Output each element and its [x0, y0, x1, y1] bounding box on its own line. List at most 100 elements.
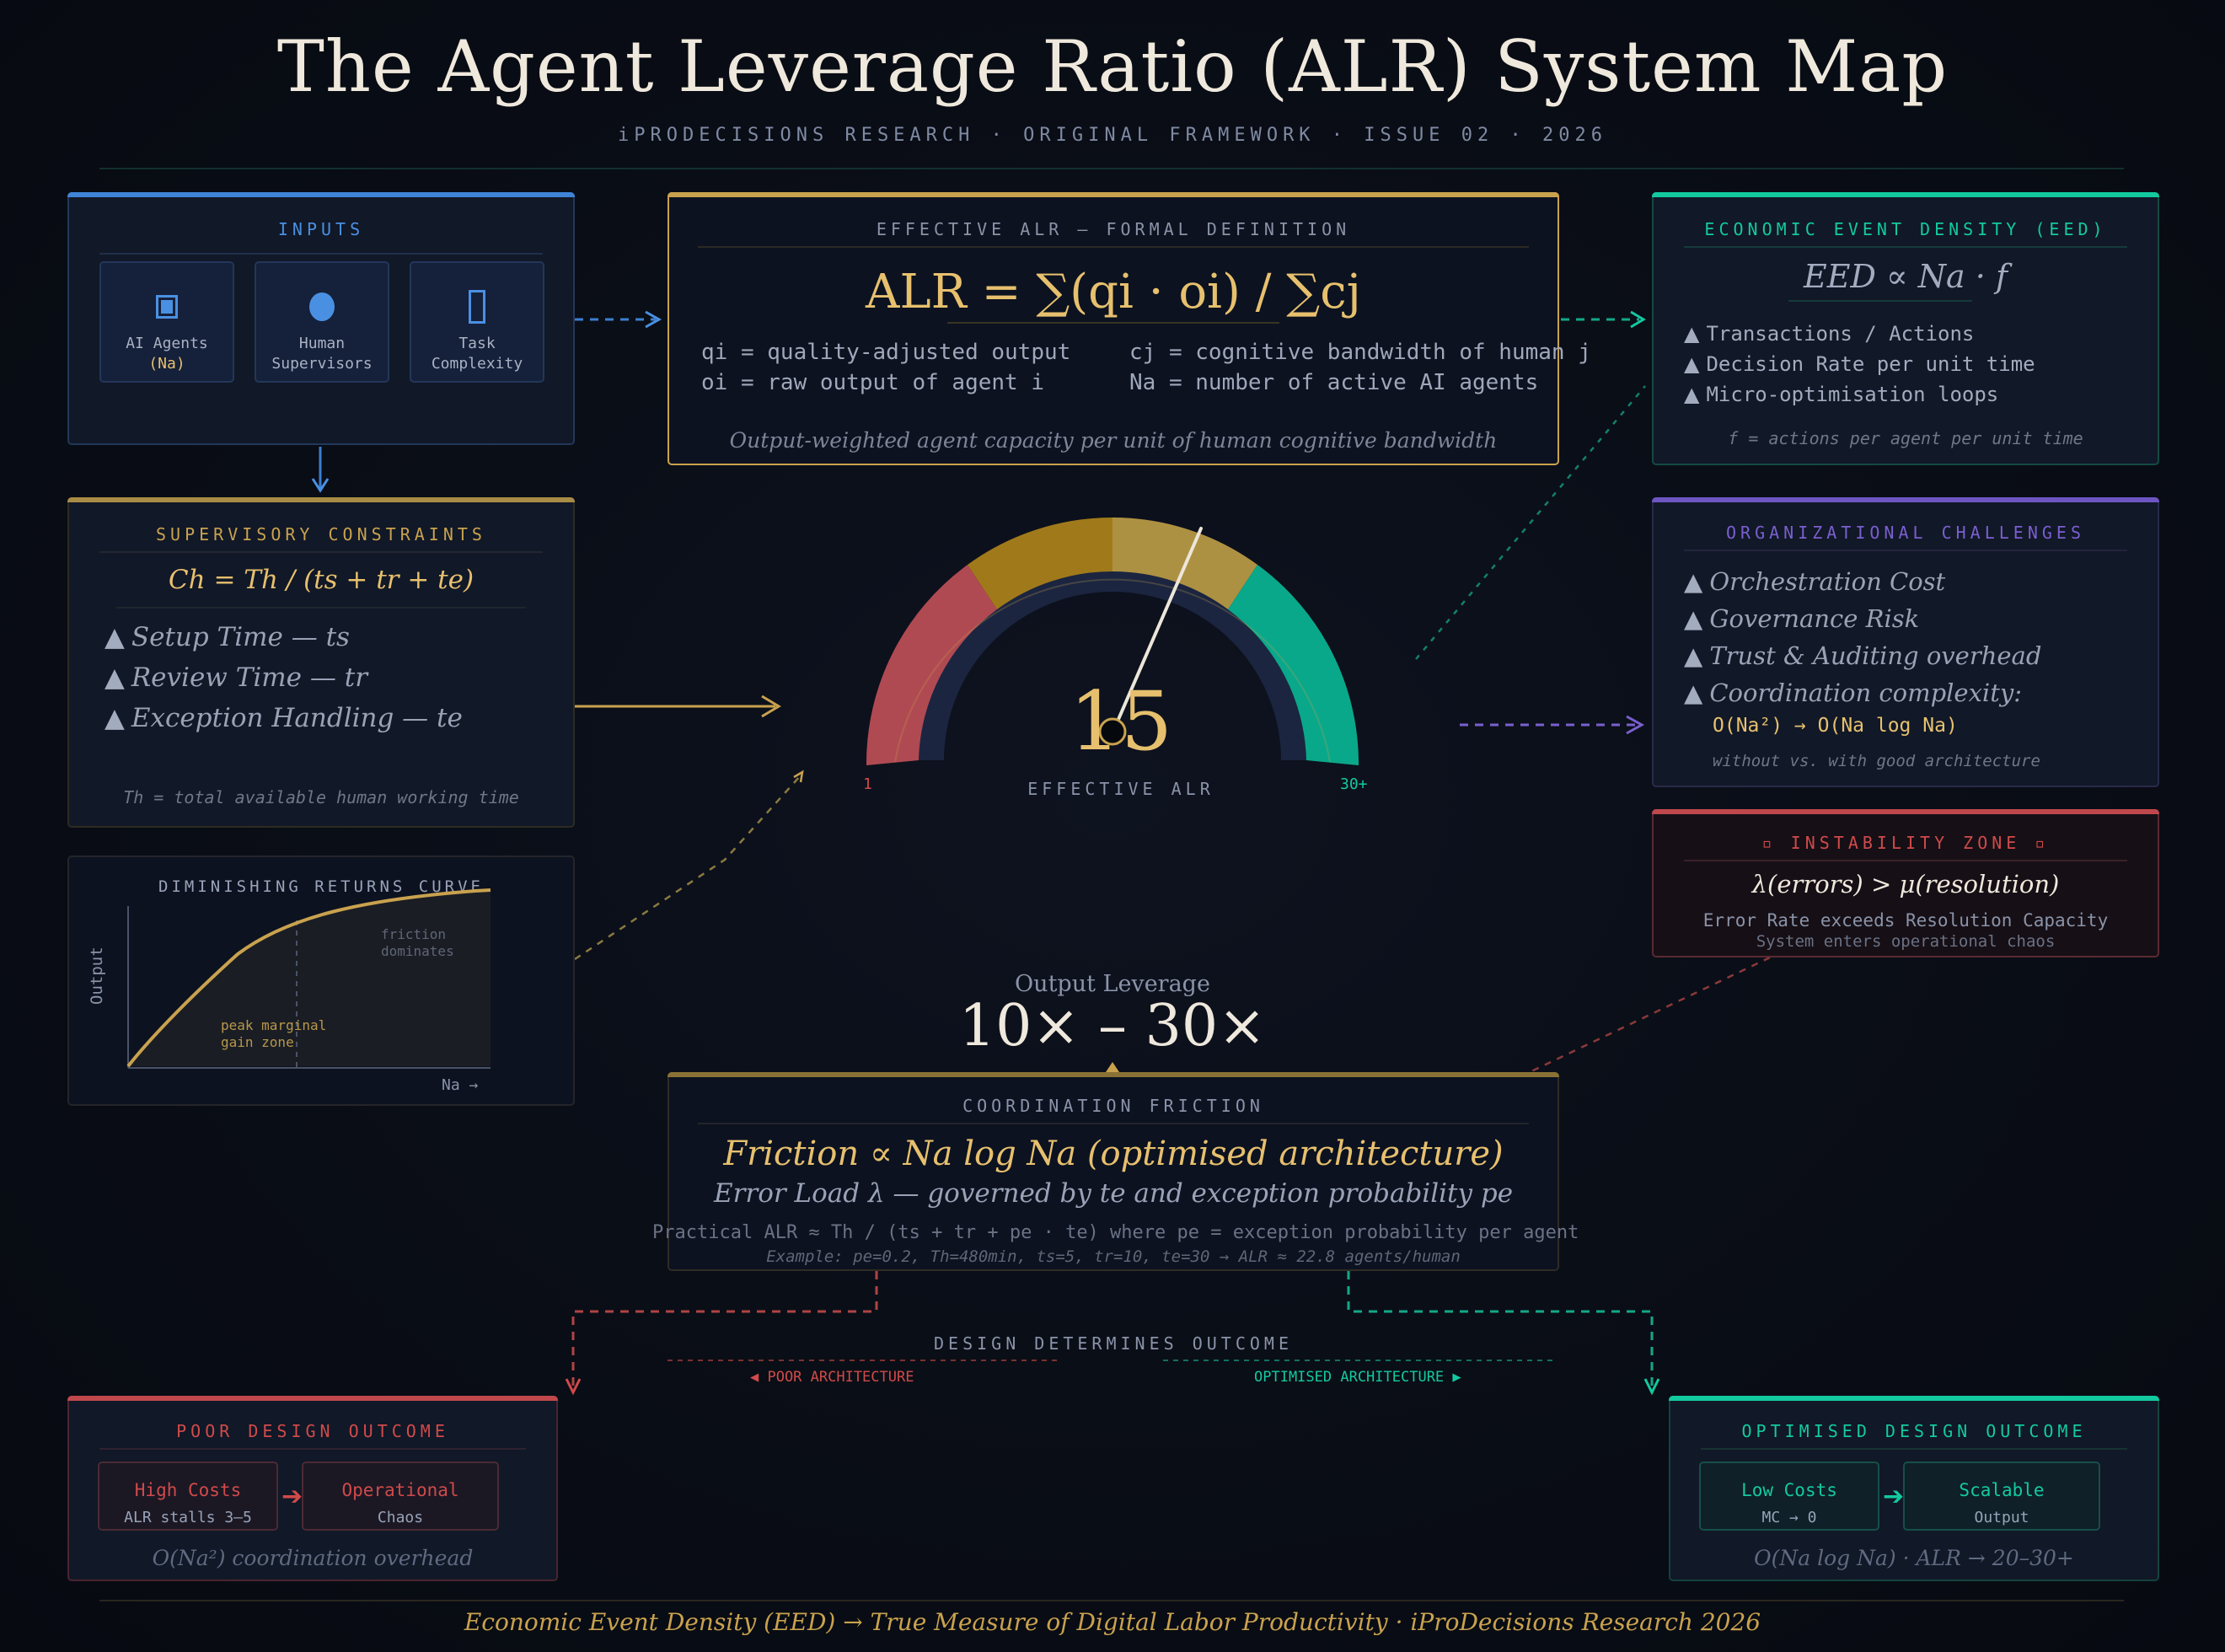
optimised-outcome-panel: OPTIMISED DESIGN OUTCOME Low Costs MC → … [1669, 1396, 2159, 1581]
chart-annotation-peak: peak marginal gain zone [221, 1017, 327, 1050]
alr-formula: ALR = ∑(qi · oi) / ∑cj [866, 265, 1361, 319]
definition-accent-bar [668, 192, 1559, 197]
eed-accent-bar [1652, 192, 2159, 197]
inputs-accent-bar [67, 192, 575, 197]
task-rect-icon [411, 288, 543, 325]
formal-definition-panel: EFFECTIVE ALR — FORMAL DEFINITION ALR = … [668, 192, 1591, 465]
list-item: ▲ Coordination complexity: [1684, 678, 2023, 707]
chip-sublabel: Output [1974, 1509, 2029, 1526]
triangle-icon: ▲ [1684, 641, 1703, 670]
inputs-title: INPUTS [277, 219, 365, 239]
list-item: ▲ Setup Time — ts [105, 622, 350, 652]
chip-high-costs: High Costs ALR stalls 3–5 [98, 1462, 278, 1531]
triangle-icon: ▲ [105, 703, 125, 733]
chip-operational-chaos: Operational Chaos [302, 1462, 499, 1531]
arrow-right-icon: ➔ [281, 1482, 303, 1511]
triangle-icon: ▲ [1684, 352, 1700, 376]
chip-sublabel: ALR stalls 3–5 [124, 1509, 252, 1526]
input-card-ai-agents[interactable]: AI Agents (Na) [99, 261, 234, 383]
chip-low-costs: Low Costs MC → 0 [1699, 1462, 1879, 1531]
coordination-accent-bar [668, 1072, 1559, 1077]
page-title: The Agent Leverage Ratio (ALR) System Ma… [276, 25, 1949, 108]
triangle-icon: ▲ [1684, 383, 1700, 406]
design-title: DESIGN DETERMINES OUTCOME [933, 1333, 1294, 1354]
optimised-title: OPTIMISED DESIGN OUTCOME [1741, 1421, 2087, 1441]
instability-line1: Error Rate exceeds Resolution Capacity [1702, 910, 2109, 931]
coordination-friction-panel: COORDINATION FRICTION Friction ∝ Na log … [652, 1072, 1579, 1271]
gauge-label: EFFECTIVE ALR [1027, 779, 1214, 799]
alr-gauge: 15 EFFECTIVE ALR 1 30+ [843, 472, 1399, 809]
instability-line2: System enters operational chaos [1756, 932, 2056, 951]
input-sublabel: (Na) [148, 355, 185, 373]
ch-formula: Ch = Th / (ts + tr + te) [168, 565, 474, 595]
definition-list-left: qi = quality-adjusted output oi = raw out… [701, 337, 1070, 398]
poor-caption: O(Na²) coordination overhead [152, 1546, 474, 1570]
coordination-title: COORDINATION FRICTION [962, 1096, 1264, 1116]
def-oi: oi = raw output of agent i [701, 370, 1044, 395]
eed-title: ECONOMIC EVENT DENSITY (EED) [1704, 219, 2107, 239]
list-item: ▲ Trust & Auditing overhead [1684, 641, 2042, 670]
input-sublabel: Complexity [431, 355, 523, 373]
input-sublabel: Supervisors [271, 355, 373, 373]
complexity-formula: O(Na²) → O(Na log Na) [1713, 715, 1958, 737]
optimised-architecture-label: OPTIMISED ARCHITECTURE ▶ [1254, 1369, 1461, 1386]
eed-note: f = actions per agent per unit time [1728, 428, 2083, 448]
optimised-caption: O(Na log Na) · ALR → 20–30+ [1754, 1546, 2074, 1570]
instability-formula: λ(errors) > μ(resolution) [1751, 870, 2060, 898]
supervisory-note: Th = total available human working time [123, 787, 519, 807]
instability-title: ▫ INSTABILITY ZONE ▫ [1761, 833, 2050, 853]
org-accent-bar [1652, 497, 2159, 502]
human-circle-icon [256, 288, 388, 325]
divider [1701, 1448, 2127, 1450]
supervisory-accent-bar [67, 497, 575, 502]
footer-text: Economic Event Density (EED) → True Meas… [464, 1608, 1761, 1636]
input-card-human-supervisors[interactable]: Human Supervisors [255, 261, 389, 383]
list-item: ▲ Orchestration Cost [1684, 567, 1946, 596]
chart-title: DIMINISHING RETURNS CURVE [158, 877, 484, 896]
definition-list-right: cj = cognitive bandwidth of human j Na = … [1129, 337, 1591, 398]
list-item: ▲ Governance Risk [1684, 604, 1920, 633]
friction-formula: Friction ∝ Na log Na (optimised architec… [723, 1134, 1504, 1173]
triangle-icon: ▲ [105, 622, 125, 652]
eed-list: ▲ Transactions / Actions ▲ Decision Rate p… [1684, 319, 2035, 410]
definition-title: EFFECTIVE ALR — FORMAL DEFINITION [876, 219, 1351, 239]
list-item: ▲ Transactions / Actions [1684, 322, 1975, 346]
def-na: Na = number of active AI agents [1129, 370, 1539, 395]
divider [1684, 550, 2127, 551]
diminishing-returns-panel: DIMINISHING RETURNS CURVE Output peak ma… [67, 856, 575, 1106]
input-label: Task [458, 335, 496, 352]
org-list: ▲ Orchestration Cost ▲ Governance Risk ▲ Tr… [1684, 563, 2041, 711]
divider [99, 1448, 526, 1450]
def-cj: cj = cognitive bandwidth of human j [1129, 340, 1591, 365]
divider [99, 551, 543, 553]
divider [1684, 860, 2127, 861]
org-challenges-panel: ORGANIZATIONAL CHALLENGES ▲ Orchestration… [1652, 497, 2159, 787]
formula-underline [1788, 300, 1972, 302]
chart-ylabel: Output [88, 947, 106, 1005]
gauge-max-label: 30+ [1340, 775, 1368, 793]
org-note: without vs. with good architecture [1713, 752, 2040, 770]
optimised-accent-bar [1669, 1396, 2159, 1401]
chip-label: Low Costs [1741, 1480, 1837, 1500]
eed-formula: EED ∝ Na · f [1803, 258, 2008, 295]
chip-sublabel: Chaos [377, 1509, 424, 1526]
triangle-icon: ▲ [1684, 567, 1703, 596]
list-item: ▲ Micro-optimisation loops [1684, 383, 1999, 406]
divider [99, 253, 543, 255]
def-qi: qi = quality-adjusted output [701, 340, 1071, 365]
chart-annotation-friction: friction dominates [381, 926, 454, 959]
divider [698, 246, 1529, 248]
chip-label: Operational [341, 1480, 459, 1500]
formula-underline [947, 322, 1279, 324]
list-item: ▲ Exception Handling — te [105, 703, 463, 733]
instability-accent-bar [1652, 809, 2159, 814]
list-item: ▲ Review Time — tr [105, 662, 368, 693]
triangle-icon: ▲ [1684, 322, 1700, 346]
input-card-task-complexity[interactable]: Task Complexity [410, 261, 544, 383]
output-leverage-value: 10× – 30× [958, 993, 1267, 1059]
eed-panel: ECONOMIC EVENT DENSITY (EED) EED ∝ Na · … [1652, 192, 2159, 465]
poor-outcome-panel: POOR DESIGN OUTCOME High Costs ALR stall… [67, 1396, 558, 1581]
chip-label: High Costs [134, 1480, 242, 1500]
instability-zone-panel: ▫ INSTABILITY ZONE ▫ λ(errors) > μ(resol… [1652, 809, 2159, 957]
gauge-min-label: 1 [863, 775, 872, 793]
